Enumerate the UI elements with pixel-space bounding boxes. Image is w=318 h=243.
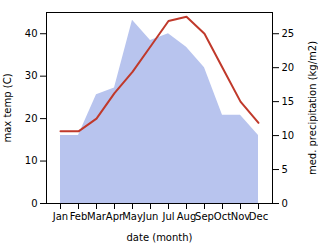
svg-text:May: May (122, 211, 143, 222)
svg-text:40: 40 (25, 28, 38, 39)
svg-text:Nov: Nov (231, 211, 251, 222)
svg-text:5: 5 (282, 164, 288, 175)
svg-text:max temp (C): max temp (C) (2, 73, 13, 142)
svg-text:25: 25 (282, 28, 295, 39)
svg-text:Apr: Apr (105, 210, 124, 222)
svg-text:20: 20 (25, 113, 38, 124)
svg-text:Jun: Jun (142, 211, 159, 222)
svg-text:0: 0 (31, 198, 37, 209)
svg-text:med. precipitation (kg/m2): med. precipitation (kg/m2) (307, 41, 318, 175)
svg-text:Oct: Oct (214, 211, 231, 222)
svg-text:30: 30 (25, 70, 38, 81)
svg-text:date (month): date (month) (127, 232, 193, 243)
svg-text:Dec: Dec (249, 211, 268, 222)
svg-text:10: 10 (282, 130, 295, 141)
svg-text:0: 0 (282, 198, 288, 209)
svg-text:Feb: Feb (70, 211, 88, 222)
svg-text:10: 10 (25, 155, 38, 166)
svg-text:15: 15 (282, 96, 295, 107)
svg-text:Jan: Jan (52, 211, 68, 222)
svg-text:Mar: Mar (87, 211, 107, 222)
svg-text:20: 20 (282, 62, 295, 73)
svg-text:Aug: Aug (177, 211, 197, 222)
svg-text:Jul: Jul (161, 211, 174, 222)
svg-text:Sep: Sep (195, 211, 214, 222)
